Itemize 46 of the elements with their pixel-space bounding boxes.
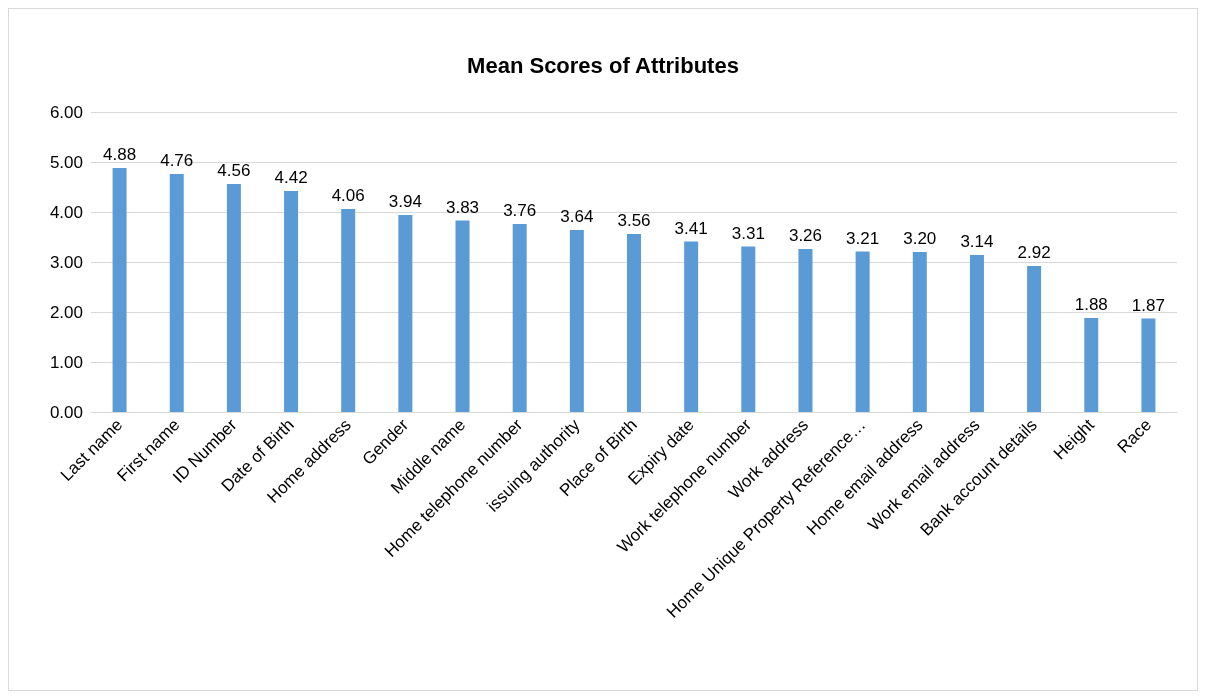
data-label: 1.88 xyxy=(1074,295,1108,314)
y-tick-label: 2.00 xyxy=(49,302,83,322)
bar xyxy=(398,215,413,412)
bar xyxy=(569,230,584,412)
y-tick-label: 1.00 xyxy=(49,352,83,372)
data-label: 1.87 xyxy=(1131,295,1165,315)
bar xyxy=(969,255,984,412)
bar xyxy=(798,249,813,412)
data-label: 3.83 xyxy=(445,197,480,217)
y-tick-label: 0.00 xyxy=(49,402,83,422)
data-label: 3.21 xyxy=(846,228,880,248)
data-label: 3.56 xyxy=(617,211,651,230)
data-label: 3.94 xyxy=(388,192,422,211)
y-tick-label: 5.00 xyxy=(49,152,83,172)
data-label: 3.20 xyxy=(903,229,937,248)
y-tick-label: 4.00 xyxy=(49,202,83,222)
bar xyxy=(512,224,527,412)
data-label: 3.76 xyxy=(503,201,537,220)
bar xyxy=(341,209,356,412)
data-label: 3.41 xyxy=(674,218,708,238)
data-label: 4.56 xyxy=(217,161,251,180)
data-label: 4.42 xyxy=(274,168,308,187)
bar xyxy=(1141,318,1156,412)
y-tick-label: 6.00 xyxy=(49,102,83,122)
data-label: 4.06 xyxy=(331,186,365,205)
bar xyxy=(455,220,470,412)
data-label: 2.92 xyxy=(1017,243,1051,262)
data-label: 3.14 xyxy=(960,232,994,251)
data-label: 4.76 xyxy=(160,151,194,170)
bar xyxy=(1084,318,1099,412)
bar xyxy=(741,246,756,412)
bar xyxy=(169,174,184,412)
bar xyxy=(627,234,641,412)
bar xyxy=(912,252,927,412)
bar xyxy=(226,184,241,412)
data-label: 3.64 xyxy=(560,207,594,226)
y-tick-label: 3.00 xyxy=(49,252,83,272)
data-label: 3.26 xyxy=(788,226,823,245)
data-label: 4.88 xyxy=(103,145,137,164)
bar xyxy=(284,191,299,412)
bar xyxy=(855,251,870,412)
bar xyxy=(112,168,127,412)
bar xyxy=(1027,266,1042,412)
data-label: 3.31 xyxy=(731,223,765,243)
bar xyxy=(684,241,699,412)
chart-title: Mean Scores of Attributes xyxy=(467,52,739,78)
